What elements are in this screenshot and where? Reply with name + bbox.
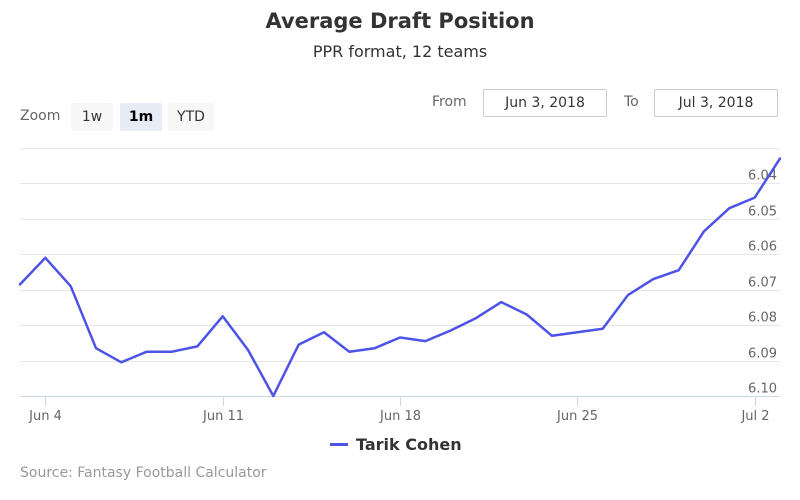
series-layer [18, 157, 782, 398]
y-tick-label: 6.10 [748, 382, 777, 397]
x-tick-label: Jun 11 [202, 409, 244, 424]
y-tick-label: 6.05 [748, 205, 777, 220]
range-from-label: From [432, 94, 467, 110]
range-from-input[interactable]: Jun 3, 2018 [483, 89, 607, 117]
x-tick-label: Jun 25 [556, 409, 598, 424]
zoom-1m-button[interactable]: 1m [120, 103, 162, 131]
range-to-label: To [624, 94, 639, 110]
series-line [18, 157, 782, 398]
grid-lines [20, 148, 780, 397]
legend-line-icon [330, 442, 348, 446]
zoom-ytd-button[interactable]: YTD [168, 103, 214, 131]
x-tick-label: Jun 4 [28, 409, 62, 424]
chart-title: Average Draft Position [265, 9, 535, 33]
y-tick-label: 6.07 [748, 276, 777, 291]
y-tick-label: 6.06 [748, 240, 777, 255]
x-tick-label: Jun 18 [379, 409, 421, 424]
range-to-input[interactable]: Jul 3, 2018 [654, 89, 778, 117]
legend-item-tarik-cohen[interactable]: Tarik Cohen [330, 432, 462, 456]
chart-subtitle: PPR format, 12 teams [312, 42, 488, 61]
zoom-label: Zoom [20, 108, 61, 124]
credits: Source: Fantasy Football Calculator [20, 465, 267, 481]
y-axis-labels: 6.046.056.066.076.086.096.10 [748, 169, 777, 397]
y-tick-label: 6.09 [748, 347, 777, 362]
y-tick-label: 6.08 [748, 311, 777, 326]
legend-label: Tarik Cohen [356, 434, 462, 454]
x-tick-label: Jul 2 [740, 409, 769, 424]
zoom-1w-button[interactable]: 1w [71, 103, 113, 131]
x-axis: Jun 4 Jun 11 Jun 18 Jun 25 Jul 2 [20, 396, 780, 424]
